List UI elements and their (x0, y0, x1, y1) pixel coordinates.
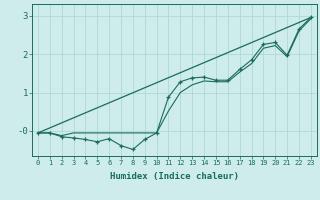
X-axis label: Humidex (Indice chaleur): Humidex (Indice chaleur) (110, 172, 239, 181)
